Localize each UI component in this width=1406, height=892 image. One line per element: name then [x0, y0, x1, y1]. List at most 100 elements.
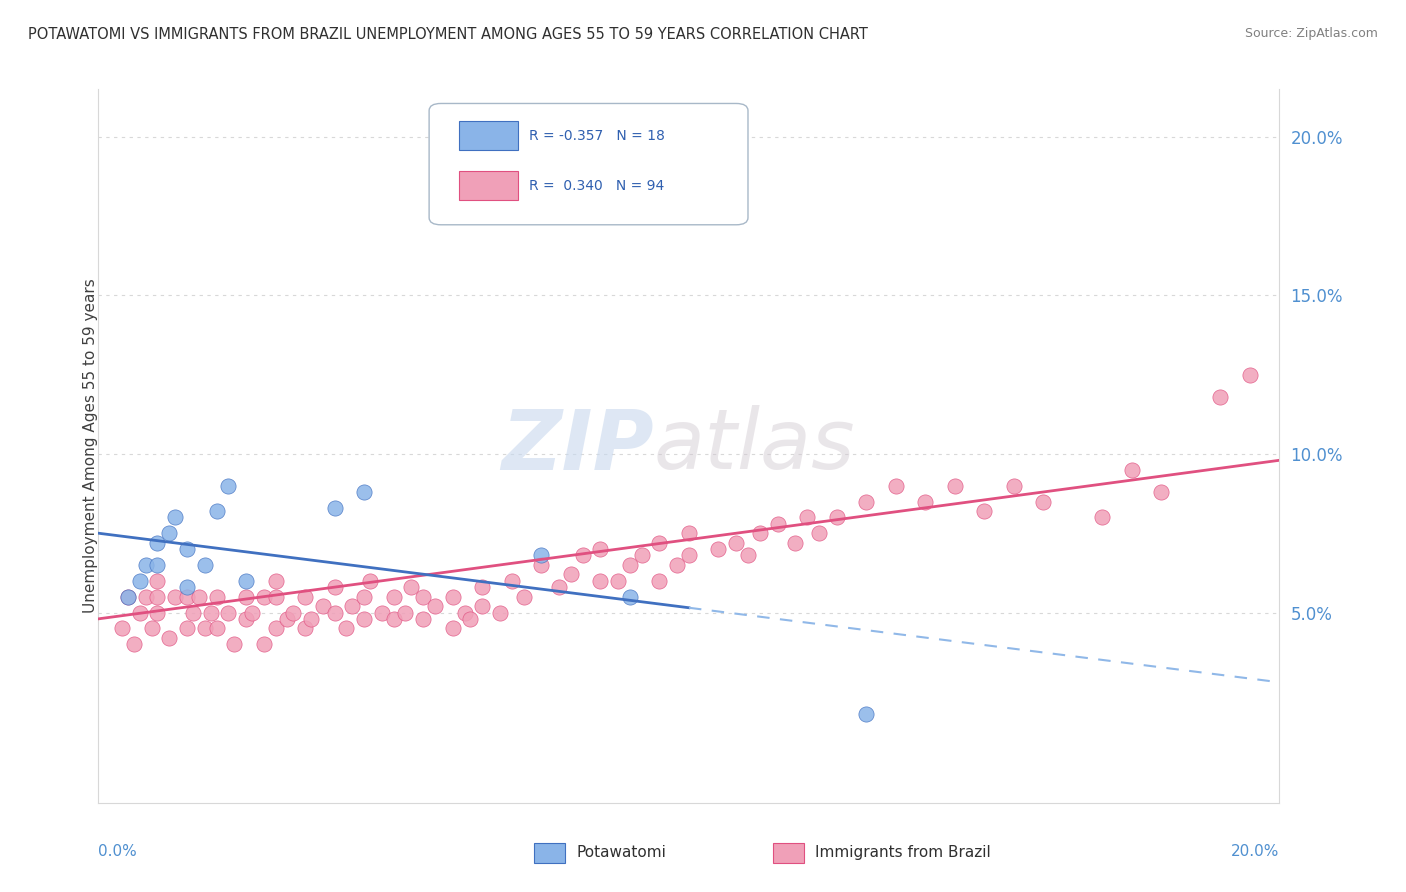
Point: [394, 606, 416, 620]
Point: [1032, 494, 1054, 508]
Point: [401, 580, 423, 594]
Text: Potawatomi: Potawatomi: [576, 846, 666, 860]
Point: [460, 612, 482, 626]
Point: [453, 606, 475, 620]
Point: [146, 590, 169, 604]
Point: [489, 606, 512, 620]
Point: [240, 606, 263, 620]
Point: [224, 637, 246, 651]
Point: [748, 526, 770, 541]
Point: [825, 510, 848, 524]
Point: [423, 599, 446, 614]
Point: [737, 549, 759, 563]
Point: [299, 612, 322, 626]
Point: [283, 606, 305, 620]
Point: [146, 606, 169, 620]
Point: [530, 558, 553, 572]
Point: [796, 510, 818, 524]
Point: [128, 574, 150, 588]
Point: [382, 590, 405, 604]
Point: [122, 637, 145, 651]
Point: [181, 606, 204, 620]
Point: [666, 558, 689, 572]
Point: [146, 535, 169, 549]
Point: [571, 549, 593, 563]
Point: [725, 535, 748, 549]
Point: [471, 599, 494, 614]
Point: [194, 558, 217, 572]
Point: [323, 606, 346, 620]
Point: [146, 574, 169, 588]
Point: [530, 549, 553, 563]
Point: [973, 504, 995, 518]
Point: [1209, 390, 1232, 404]
Point: [276, 612, 298, 626]
Point: [353, 485, 375, 500]
Point: [235, 612, 257, 626]
Point: [157, 631, 180, 645]
Bar: [458, 121, 517, 150]
Point: [253, 637, 276, 651]
Point: [855, 494, 877, 508]
Text: R =  0.340   N = 94: R = 0.340 N = 94: [530, 178, 665, 193]
Point: [501, 574, 523, 588]
Point: [630, 549, 652, 563]
Point: [441, 621, 464, 635]
Point: [353, 590, 375, 604]
Point: [335, 621, 357, 635]
Point: [117, 590, 139, 604]
Point: [264, 574, 287, 588]
Point: [205, 621, 228, 635]
Text: ZIP: ZIP: [501, 406, 654, 486]
Text: atlas: atlas: [654, 406, 855, 486]
Point: [294, 590, 316, 604]
Point: [1121, 463, 1143, 477]
Point: [359, 574, 381, 588]
Point: [1091, 510, 1114, 524]
Text: Immigrants from Brazil: Immigrants from Brazil: [815, 846, 991, 860]
Point: [312, 599, 335, 614]
Point: [619, 558, 641, 572]
Y-axis label: Unemployment Among Ages 55 to 59 years: Unemployment Among Ages 55 to 59 years: [83, 278, 97, 614]
Point: [548, 580, 571, 594]
Point: [294, 621, 316, 635]
Point: [165, 510, 187, 524]
Point: [235, 574, 257, 588]
Point: [176, 580, 198, 594]
Point: [264, 590, 287, 604]
Point: [512, 590, 534, 604]
Point: [323, 500, 346, 515]
Point: [342, 599, 364, 614]
Point: [884, 478, 907, 492]
Point: [855, 706, 877, 721]
Point: [678, 526, 700, 541]
Point: [157, 526, 180, 541]
Point: [235, 590, 257, 604]
Text: Source: ZipAtlas.com: Source: ZipAtlas.com: [1244, 27, 1378, 40]
Point: [471, 580, 494, 594]
Point: [707, 542, 730, 557]
Point: [187, 590, 209, 604]
Point: [165, 590, 187, 604]
Text: POTAWATOMI VS IMMIGRANTS FROM BRAZIL UNEMPLOYMENT AMONG AGES 55 TO 59 YEARS CORR: POTAWATOMI VS IMMIGRANTS FROM BRAZIL UNE…: [28, 27, 868, 42]
Point: [371, 606, 394, 620]
Point: [205, 590, 228, 604]
Point: [253, 590, 276, 604]
Point: [323, 580, 346, 594]
Point: [146, 558, 169, 572]
Point: [382, 612, 405, 626]
Point: [353, 612, 375, 626]
Point: [194, 621, 217, 635]
Point: [589, 574, 612, 588]
Point: [176, 621, 198, 635]
Point: [412, 612, 434, 626]
Point: [678, 549, 700, 563]
Point: [205, 504, 228, 518]
Text: 20.0%: 20.0%: [1232, 845, 1279, 859]
Point: [176, 590, 198, 604]
Point: [217, 606, 239, 620]
Point: [1150, 485, 1173, 500]
Point: [135, 590, 157, 604]
Bar: [458, 171, 517, 200]
Point: [648, 535, 671, 549]
